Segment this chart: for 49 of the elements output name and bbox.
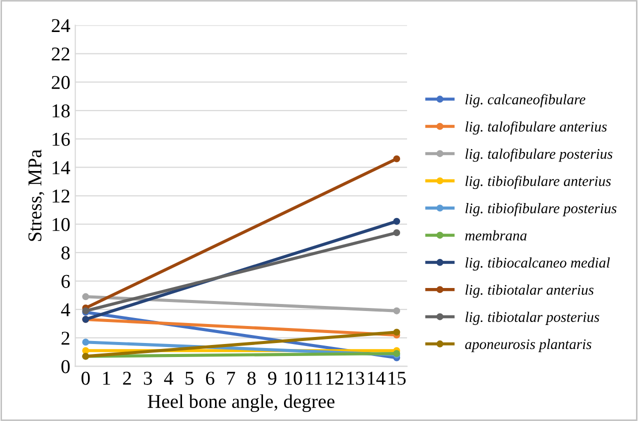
legend-label: lig. tibiofibulare posterius [466,202,616,216]
legend-label: lig. talofibulare posterius [466,148,612,162]
x-tick-label: 4 [164,372,174,385]
legend-label: lig. tibiotalar posterius [466,312,600,325]
x-tick-label: 2 [123,372,131,385]
legend-label: aponeurosis plantaris [465,338,592,352]
y-tick-label: 8 [61,246,70,260]
x-tick-label: 6 [206,372,214,385]
x-tick-label: 1 [103,372,110,385]
y-tick-label: 18 [52,104,70,118]
x-tick-label: 13 [347,372,364,385]
legend-label: lig. tibiocalcaneo medial [466,257,610,271]
x-tick-label: 3 [144,372,152,385]
y-tick-label: 22 [52,48,70,60]
x-tick-label: 11 [306,372,322,385]
point [82,347,90,354]
x-tick-label: 8 [247,372,256,385]
point [393,307,400,314]
y-tick-label: 10 [52,218,70,232]
x-tick-label: 7 [227,372,236,385]
y-tick-label: 0 [61,360,70,374]
y-axis-title: Stress, MPa [28,150,44,241]
legend-label: lig. tibiofibulare anterius [466,176,611,190]
legend-label: membrana [465,230,527,240]
x-tick-label: 0 [82,372,90,385]
point [393,229,400,236]
point [82,293,90,300]
x-tick-label: 5 [186,372,194,385]
x-tick-label: 15 [388,372,406,385]
legend-label: lig. talofibulare anterius [466,121,607,135]
point [393,218,400,225]
x-tick-label: 14 [368,372,386,385]
y-tick-label: 2 [62,332,70,345]
x-tick-label: 10 [284,372,302,385]
y-tick-label: 4 [61,303,70,316]
point [393,155,400,162]
point [82,338,90,346]
x-tick-label: 9 [268,372,276,385]
legend-label: lig. calcaneofibulare [466,94,586,108]
y-tick-label: 12 [52,190,70,203]
y-tick-label: 24 [52,19,70,32]
x-tick-label: 12 [326,372,344,385]
y-tick-label: 20 [52,76,70,90]
y-tick-label: 6 [62,274,70,288]
x-axis-title: Heel bone angle, degree [148,394,334,412]
y-tick-label: 16 [52,132,70,146]
y-tick-label: 14 [52,161,70,174]
point [393,328,400,336]
legend-label: lig. tibiotalar anterius [466,284,594,298]
